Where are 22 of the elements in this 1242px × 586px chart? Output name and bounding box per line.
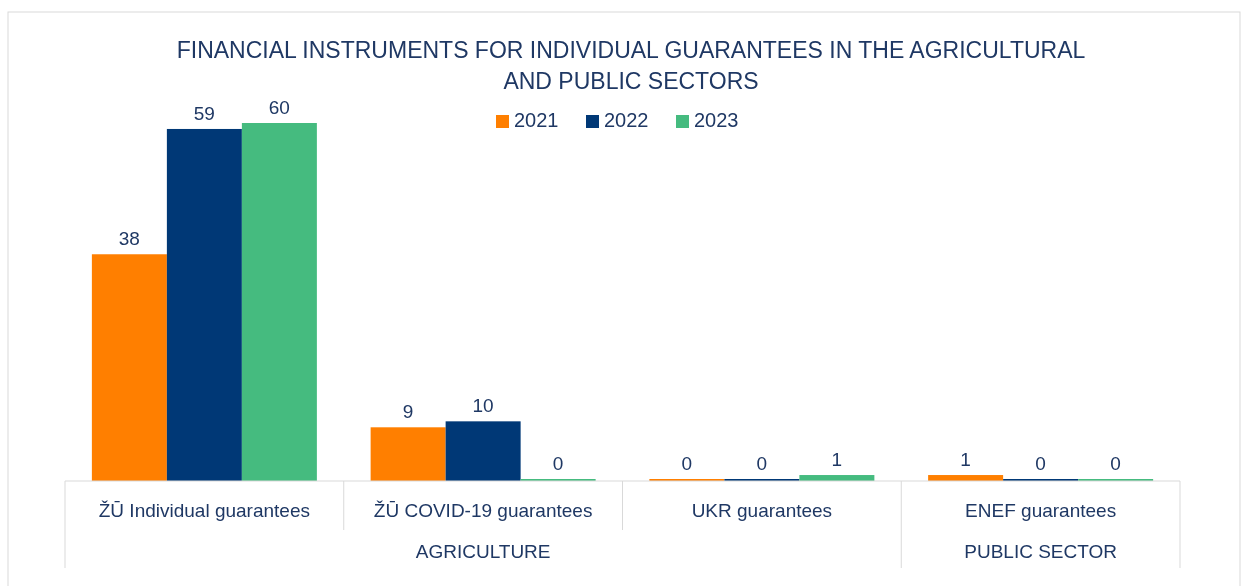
text: PUBLIC SECTOR: [964, 541, 1117, 562]
data-label: 1: [831, 449, 843, 471]
legend-label: 2023: [694, 109, 739, 131]
chart-title: FINANCIAL INSTRUMENTS FOR INDIVIDUAL GUARANTEES IN THE AGRICULTURAL AND PUBLIC SECTORS: [176, 37, 1086, 94]
data-label: 0: [1110, 453, 1121, 474]
data-label: 9: [402, 401, 414, 423]
data-label: 1: [960, 449, 971, 471]
x-tick-label: ŽŪ Individual guarantees: [98, 500, 310, 521]
data-label: 60: [268, 97, 290, 118]
data-label: 0: [1035, 453, 1046, 474]
text: AGRICULTURE: [415, 541, 551, 562]
data-label: 59: [193, 102, 215, 124]
x-tick-label: ENEF guarantees: [965, 500, 1117, 521]
data-label: 0: [552, 453, 564, 474]
data-label: 38: [118, 228, 140, 250]
data-label: 0: [681, 453, 693, 474]
data-label: 10: [472, 395, 494, 417]
x-tick-label: UKR guarantees: [691, 500, 833, 521]
legend-label: 2021: [514, 109, 559, 131]
data-label: 0: [756, 453, 768, 474]
legend-label: 2022: [604, 109, 649, 131]
x-tick-label: ŽŪ COVID-19 guarantees: [373, 500, 593, 521]
